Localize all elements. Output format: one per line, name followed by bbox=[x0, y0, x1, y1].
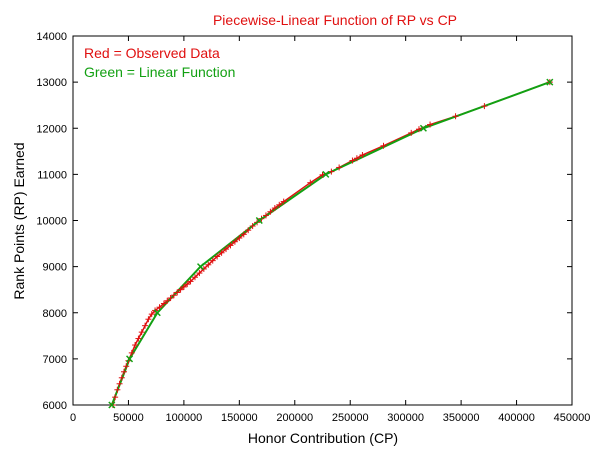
y-axis: 6000 7000 8000 9000 10000 11000 12000 13000 1400… bbox=[36, 31, 572, 412]
y-tick-label: 13000 bbox=[36, 77, 67, 89]
data-point-observed bbox=[156, 304, 163, 311]
data-point-observed bbox=[174, 289, 181, 296]
x-tick-label: 300000 bbox=[387, 412, 424, 424]
data-point-observed bbox=[138, 329, 145, 336]
data-point-linear bbox=[108, 401, 116, 409]
data-point-observed bbox=[112, 394, 119, 401]
x-tick-label: 450000 bbox=[554, 412, 591, 424]
data-point-linear bbox=[322, 170, 330, 178]
series-layer bbox=[108, 78, 554, 409]
data-point-observed bbox=[240, 231, 247, 238]
data-point-observed bbox=[196, 270, 203, 277]
data-point-observed bbox=[167, 294, 174, 301]
data-point-observed bbox=[236, 235, 243, 242]
data-point-linear bbox=[546, 78, 554, 86]
data-point-observed bbox=[180, 283, 187, 290]
x-tick-label: 50000 bbox=[113, 412, 144, 424]
data-point-observed bbox=[187, 278, 194, 285]
x-tick-label: 150000 bbox=[221, 412, 258, 424]
data-point-observed bbox=[276, 201, 283, 208]
data-point-observed bbox=[118, 374, 125, 381]
x-tick-label: 200000 bbox=[276, 412, 313, 424]
y-tick-label: 9000 bbox=[43, 262, 67, 274]
series-line-observed bbox=[112, 81, 551, 406]
x-tick-label: 250000 bbox=[332, 412, 369, 424]
chart-title: Piecewise-Linear Function of RP vs CP bbox=[213, 12, 457, 28]
y-tick-label: 6000 bbox=[43, 400, 67, 412]
data-point-observed bbox=[123, 363, 130, 370]
x-axis: 0 50000 100000 150000 200000 250000 300000 3500… bbox=[70, 36, 590, 424]
data-point-observed bbox=[184, 281, 191, 288]
data-point-observed bbox=[415, 126, 422, 133]
data-point-observed bbox=[205, 261, 212, 268]
data-point-observed bbox=[249, 223, 256, 230]
data-point-observed bbox=[170, 292, 177, 299]
data-point-observed bbox=[280, 198, 287, 205]
data-point-observed bbox=[145, 316, 152, 323]
y-tick-label: 11000 bbox=[37, 169, 67, 181]
series-line-linear bbox=[110, 81, 551, 406]
data-point-observed bbox=[148, 311, 155, 318]
data-point-observed bbox=[160, 300, 167, 307]
data-point-observed bbox=[336, 164, 343, 171]
data-point-observed bbox=[307, 179, 314, 186]
data-point-observed bbox=[227, 242, 234, 249]
plot-area-frame bbox=[72, 35, 573, 406]
data-point-observed bbox=[164, 297, 171, 304]
y-tick-label: 14000 bbox=[36, 31, 67, 43]
data-point-linear bbox=[196, 263, 205, 271]
data-point-observed bbox=[328, 168, 335, 175]
data-point-linear bbox=[153, 309, 161, 317]
y-tick-label: 12000 bbox=[36, 123, 67, 135]
data-point-observed bbox=[349, 157, 356, 164]
data-point-observed bbox=[128, 349, 135, 356]
data-point-observed bbox=[142, 322, 149, 329]
y-tick-label: 7000 bbox=[43, 354, 67, 366]
data-point-observed bbox=[262, 212, 269, 219]
data-point-linear bbox=[126, 355, 134, 363]
data-point-observed bbox=[135, 335, 142, 342]
data-point-observed bbox=[177, 286, 184, 293]
x-tick-label: 350000 bbox=[443, 412, 480, 424]
data-point-observed bbox=[114, 386, 121, 393]
data-point-observed bbox=[267, 208, 274, 215]
data-point-observed bbox=[481, 103, 488, 110]
data-point-observed bbox=[218, 249, 225, 256]
x-tick-label: 400000 bbox=[498, 412, 535, 424]
data-point-observed bbox=[245, 227, 252, 234]
x-tick-label: 0 bbox=[70, 412, 76, 424]
data-point-linear bbox=[255, 216, 263, 225]
data-point-observed bbox=[231, 238, 238, 245]
data-point-observed bbox=[353, 155, 360, 162]
data-point-observed bbox=[427, 121, 434, 128]
x-axis-title: Honor Contribution (CP) bbox=[248, 430, 398, 446]
data-point-observed bbox=[271, 205, 278, 212]
x-tick-label: 100000 bbox=[166, 412, 203, 424]
data-point-observed bbox=[121, 368, 128, 375]
y-tick-label: 8000 bbox=[43, 308, 67, 320]
data-point-observed bbox=[191, 274, 198, 281]
data-point-observed bbox=[209, 257, 216, 264]
data-point-observed bbox=[214, 253, 221, 260]
data-point-observed bbox=[116, 380, 123, 387]
data-point-observed bbox=[408, 129, 415, 136]
data-point-observed bbox=[132, 342, 139, 349]
y-tick-label: 10000 bbox=[36, 216, 67, 228]
legend-entry-observed: Red = Observed Data bbox=[84, 45, 220, 61]
legend-entry-linear: Green = Linear Function bbox=[84, 64, 235, 80]
data-point-observed bbox=[223, 246, 230, 253]
y-axis-title: Rank Points (RP) Earned bbox=[11, 142, 27, 299]
data-point-linear bbox=[419, 124, 427, 132]
data-point-observed bbox=[452, 113, 459, 120]
data-point-observed bbox=[359, 152, 366, 159]
data-point-observed bbox=[380, 142, 387, 149]
